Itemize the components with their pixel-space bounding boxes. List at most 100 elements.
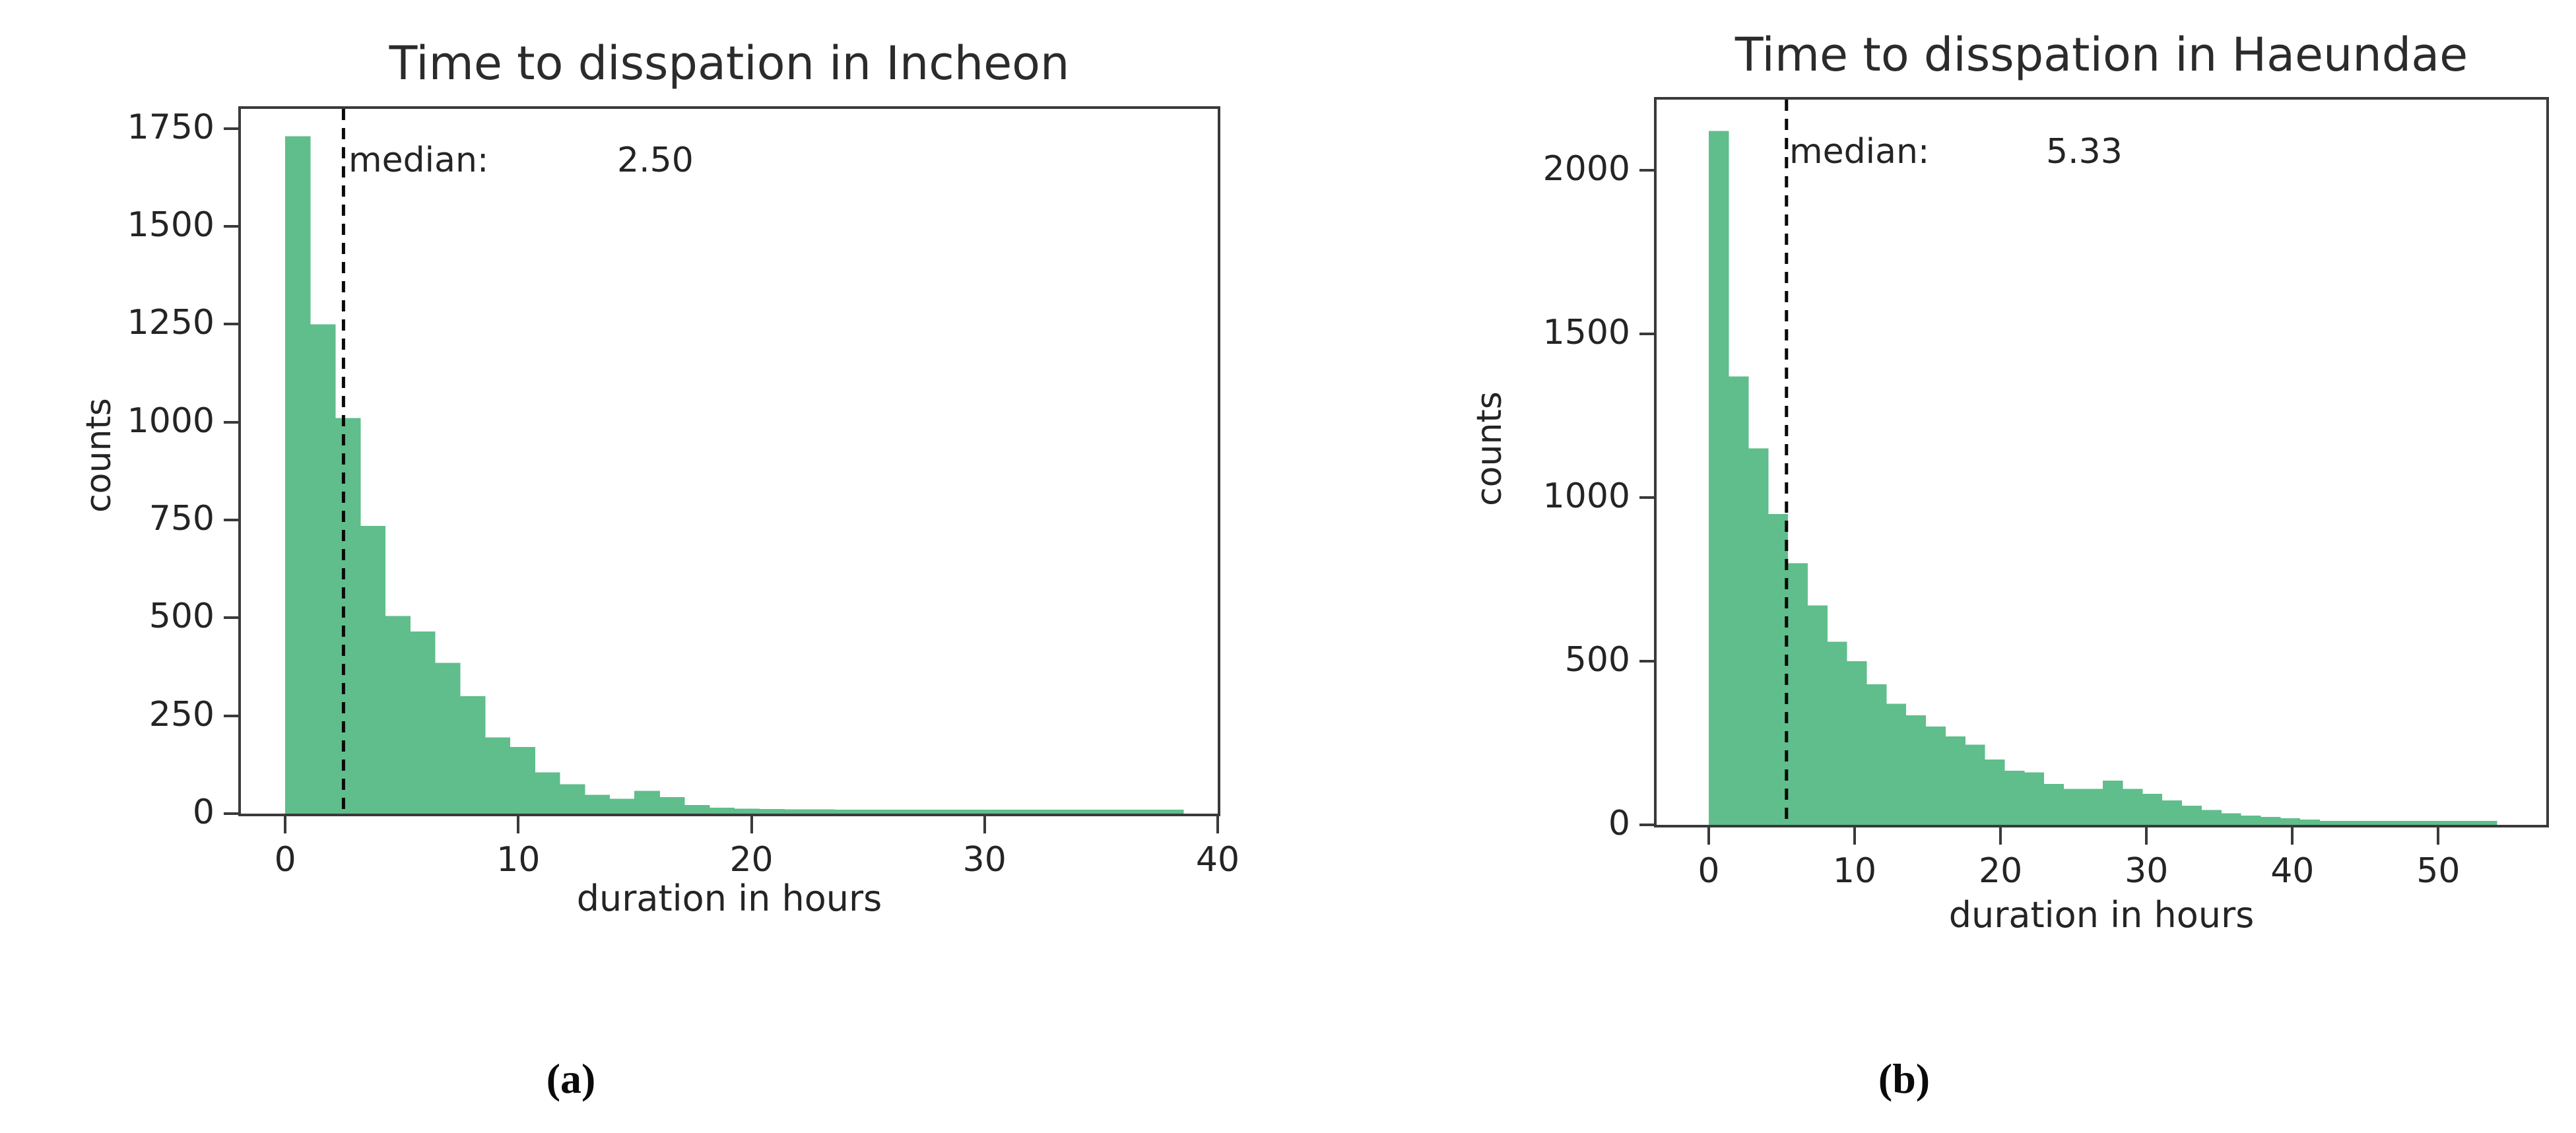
- histogram-bar: [2378, 821, 2399, 825]
- histogram-bar: [1866, 684, 1887, 825]
- median-annotation-label-haeundae: median:: [1789, 132, 1930, 172]
- histogram-bar: [1133, 810, 1159, 814]
- plot-area-incheon: [238, 106, 1220, 816]
- histogram-bar: [2220, 813, 2241, 825]
- histogram-bar: [285, 136, 311, 814]
- y-tick-mark: [224, 127, 241, 130]
- x-tick-label: 10: [496, 840, 541, 880]
- histogram-bar: [1886, 703, 1907, 825]
- median-annotation-label-incheon: median:: [348, 141, 489, 180]
- x-tick-label: 40: [2270, 851, 2315, 891]
- x-tick-mark: [750, 816, 753, 833]
- histogram-bar: [908, 810, 935, 814]
- histogram-bar: [734, 808, 760, 814]
- histogram-bar: [535, 772, 560, 814]
- x-tick-label: 40: [1195, 840, 1240, 880]
- histogram-bar: [510, 747, 535, 814]
- histogram-bar: [434, 663, 461, 814]
- histogram-bar: [1846, 661, 1867, 825]
- x-tick-mark: [983, 816, 986, 833]
- histogram-bar: [2004, 771, 2025, 825]
- histogram-bar: [2142, 793, 2163, 825]
- y-tick-label: 2000: [1542, 149, 1630, 189]
- histogram-bar: [2319, 821, 2340, 825]
- histogram-bar: [2201, 810, 2222, 825]
- y-tick-mark: [224, 714, 241, 717]
- histogram-bar: [809, 809, 835, 814]
- histogram-bar: [684, 804, 710, 814]
- y-tick-label: 1250: [127, 303, 215, 343]
- histogram-bar: [983, 810, 1009, 814]
- histogram-bar: [335, 418, 361, 814]
- x-tick-mark: [2437, 827, 2440, 845]
- histogram-bar: [1748, 448, 1769, 825]
- y-tick-mark: [1639, 824, 1657, 826]
- histogram-bar: [360, 525, 386, 814]
- y-tick-label: 250: [149, 694, 215, 734]
- histogram-bar: [1945, 736, 1965, 825]
- histogram-bar: [2260, 817, 2281, 825]
- histogram-bar: [834, 810, 860, 814]
- histogram-bar: [2437, 821, 2458, 825]
- histogram-bar: [1033, 810, 1059, 814]
- histogram-bar: [1158, 810, 1184, 814]
- histogram-bar: [385, 616, 411, 814]
- histogram-bar: [1827, 641, 1847, 825]
- histogram-bar: [859, 810, 884, 814]
- histogram-bar: [584, 794, 611, 814]
- x-tick-label: 10: [1832, 851, 1877, 891]
- histogram-bar: [2476, 821, 2497, 825]
- y-tick-label: 1000: [1542, 476, 1630, 517]
- x-tick-mark: [2145, 827, 2148, 845]
- histogram-bar: [1925, 727, 1946, 825]
- y-tick-label: 1500: [127, 205, 215, 245]
- histogram-bar: [2043, 784, 2064, 825]
- histogram-bar: [1058, 810, 1084, 814]
- histogram-bar: [933, 810, 960, 814]
- y-tick-label: 0: [192, 793, 215, 832]
- histogram-bar: [1728, 376, 1749, 825]
- x-tick-mark: [1999, 827, 2002, 845]
- x-tick-label: 0: [274, 840, 296, 880]
- plot-area-haeundae: [1654, 97, 2549, 827]
- median-annotation-value-haeundae: 5.33: [2046, 132, 2123, 172]
- y-tick-label: 1750: [127, 107, 215, 147]
- histogram-svg: [1708, 100, 2497, 825]
- histogram-bar: [2181, 806, 2202, 825]
- subfigure-caption-b: (b): [1878, 1055, 1931, 1102]
- y-tick-mark: [224, 812, 241, 815]
- histogram-bar: [884, 810, 909, 814]
- histogram-bar: [958, 810, 985, 814]
- histogram-bar: [2240, 816, 2261, 825]
- histogram-bar: [2083, 789, 2103, 825]
- x-tick-label: 30: [962, 840, 1007, 880]
- y-tick-mark: [1639, 496, 1657, 500]
- histogram-bar: [784, 809, 810, 814]
- y-tick-mark: [224, 616, 241, 620]
- histogram-bar: [659, 797, 685, 814]
- y-tick-label: 1000: [127, 401, 215, 441]
- x-tick-mark: [284, 816, 287, 833]
- histogram-bar: [410, 631, 436, 814]
- y-tick-label: 0: [1608, 804, 1630, 843]
- chart-title-haeundae: Time to disspation in Haeundae: [1734, 28, 2468, 82]
- x-tick-mark: [1216, 816, 1219, 833]
- histogram-svg: [285, 109, 1184, 814]
- y-tick-label: 1500: [1542, 313, 1630, 353]
- histogram-bar: [2299, 820, 2320, 825]
- histogram-bar: [1905, 715, 1927, 825]
- histogram-bar: [2162, 800, 2183, 825]
- x-tick-label: 20: [729, 840, 774, 880]
- histogram-bar: [1083, 810, 1109, 814]
- x-tick-label: 0: [1698, 851, 1720, 891]
- histogram-bar: [1008, 810, 1034, 814]
- histogram-bar: [1767, 513, 1789, 825]
- x-tick-label: 20: [1979, 851, 2023, 891]
- histogram-bar: [1984, 759, 2005, 825]
- x-axis-label-haeundae: duration in hours: [1948, 894, 2255, 936]
- histogram-bar: [2063, 789, 2084, 825]
- histogram-bar: [1807, 605, 1828, 825]
- y-tick-label: 500: [1564, 640, 1630, 680]
- histogram-bar: [2398, 821, 2419, 825]
